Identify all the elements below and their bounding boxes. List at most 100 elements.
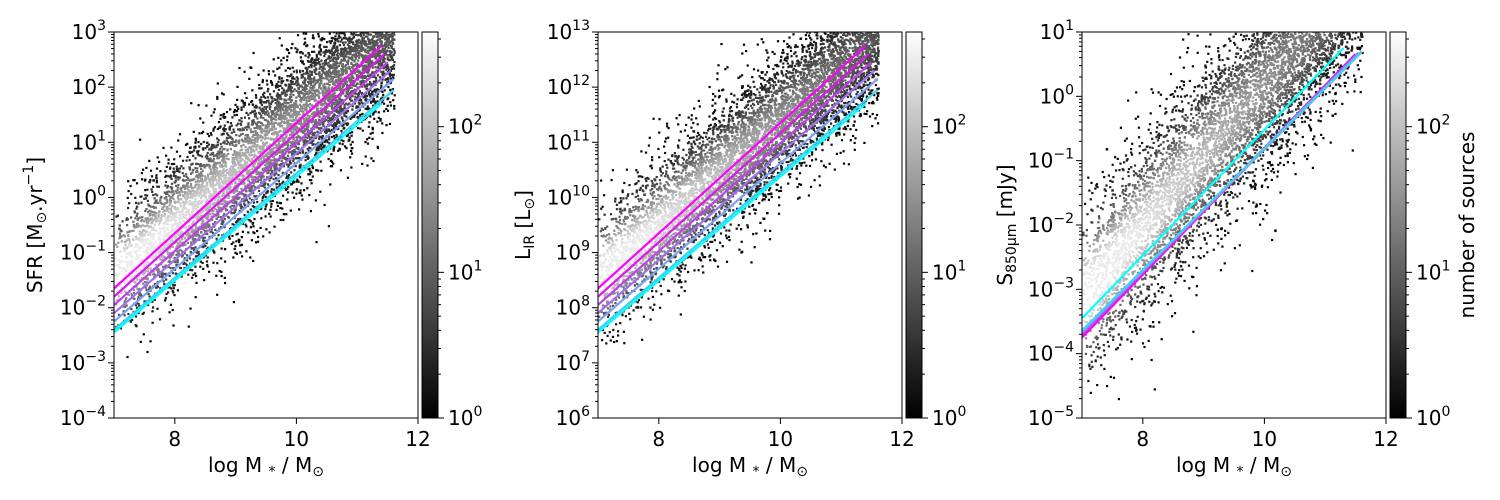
density-cell — [220, 247, 223, 250]
density-cell — [327, 61, 330, 64]
density-cell — [343, 32, 346, 35]
density-cell — [234, 162, 237, 165]
density-cell — [380, 84, 383, 88]
density-cell — [381, 36, 384, 39]
density-cell — [278, 151, 281, 154]
density-cell — [362, 33, 365, 36]
density-cell — [180, 186, 183, 189]
density-cell — [381, 122, 384, 125]
density-cell — [377, 14, 379, 16]
density-cell — [140, 220, 143, 223]
density-cell — [259, 226, 262, 229]
density-cell — [172, 174, 175, 178]
density-cell — [358, 56, 361, 59]
density-cell — [353, 84, 356, 87]
density-cell — [195, 234, 198, 237]
density-cell — [278, 201, 281, 205]
density-cell — [230, 165, 233, 168]
density-cell — [238, 66, 241, 70]
density-cell — [380, 17, 382, 19]
density-cell — [165, 233, 168, 236]
density-cell — [387, 13, 389, 15]
density-cell — [378, 15, 380, 17]
density-cell — [265, 126, 268, 129]
density-cell — [306, 187, 309, 190]
density-cell — [231, 191, 234, 194]
density-cell — [345, 134, 349, 138]
density-cell — [142, 311, 145, 314]
density-cell — [364, 11, 366, 13]
density-cell — [323, 67, 326, 70]
density-cell — [199, 211, 202, 215]
density-cell — [341, 59, 344, 62]
density-cell — [363, 75, 366, 78]
density-cell — [270, 128, 274, 131]
density-cell — [261, 167, 264, 170]
density-cell — [194, 180, 197, 183]
density-cell — [315, 53, 318, 56]
density-cell — [194, 141, 197, 144]
density-cell — [206, 232, 209, 236]
density-cell — [269, 200, 272, 203]
density-cell — [293, 181, 296, 184]
density-cell — [151, 255, 154, 258]
density-cell — [335, 57, 338, 61]
density-cell — [195, 274, 198, 278]
density-cell — [384, 35, 387, 38]
density-cell — [128, 251, 131, 254]
density-cell — [392, 73, 395, 76]
density-cell — [386, 39, 389, 43]
density-cell — [180, 189, 183, 192]
density-cell — [149, 267, 152, 270]
density-cell — [379, 76, 382, 79]
density-cell — [322, 25, 324, 27]
density-cell — [151, 227, 154, 231]
density-cell — [204, 155, 207, 158]
density-cell — [388, 22, 390, 24]
density-cell — [163, 255, 166, 259]
density-cell — [165, 165, 168, 168]
density-cell — [125, 255, 128, 259]
density-cell — [374, 32, 377, 34]
density-cell — [217, 139, 220, 142]
density-cell — [321, 103, 324, 106]
density-cell — [307, 74, 310, 77]
density-cell — [260, 109, 264, 112]
density-cell — [222, 141, 225, 144]
density-cell — [272, 159, 275, 162]
density-cell — [204, 229, 207, 233]
density-cell — [349, 143, 352, 146]
density-cell — [143, 233, 146, 236]
density-cell — [309, 70, 312, 73]
density-cell — [163, 245, 166, 248]
density-cell — [287, 185, 290, 188]
density-cell — [192, 248, 195, 251]
density-cell — [309, 136, 312, 139]
density-cell — [385, 18, 387, 20]
density-cell — [305, 104, 308, 107]
density-cell — [236, 197, 239, 201]
density-cell — [361, 38, 364, 41]
density-cell — [300, 51, 303, 54]
density-cell — [179, 210, 182, 213]
density-cell — [347, 19, 349, 21]
density-cell — [355, 26, 357, 28]
density-cell — [159, 233, 162, 236]
density-cell — [301, 105, 304, 109]
density-cell — [369, 83, 372, 86]
density-cell — [380, 81, 384, 84]
density-cell — [282, 213, 285, 216]
density-cell — [164, 299, 167, 302]
density-cell — [212, 209, 215, 212]
density-cell — [309, 61, 312, 64]
density-cell — [140, 294, 143, 298]
density-cell — [160, 202, 163, 205]
density-cell — [362, 64, 365, 67]
density-cell — [185, 226, 188, 229]
density-cell — [385, 49, 389, 52]
density-cell — [151, 246, 154, 249]
density-cell — [247, 113, 250, 116]
density-cell — [255, 104, 258, 107]
density-cell — [264, 101, 267, 104]
density-cell — [303, 90, 306, 93]
